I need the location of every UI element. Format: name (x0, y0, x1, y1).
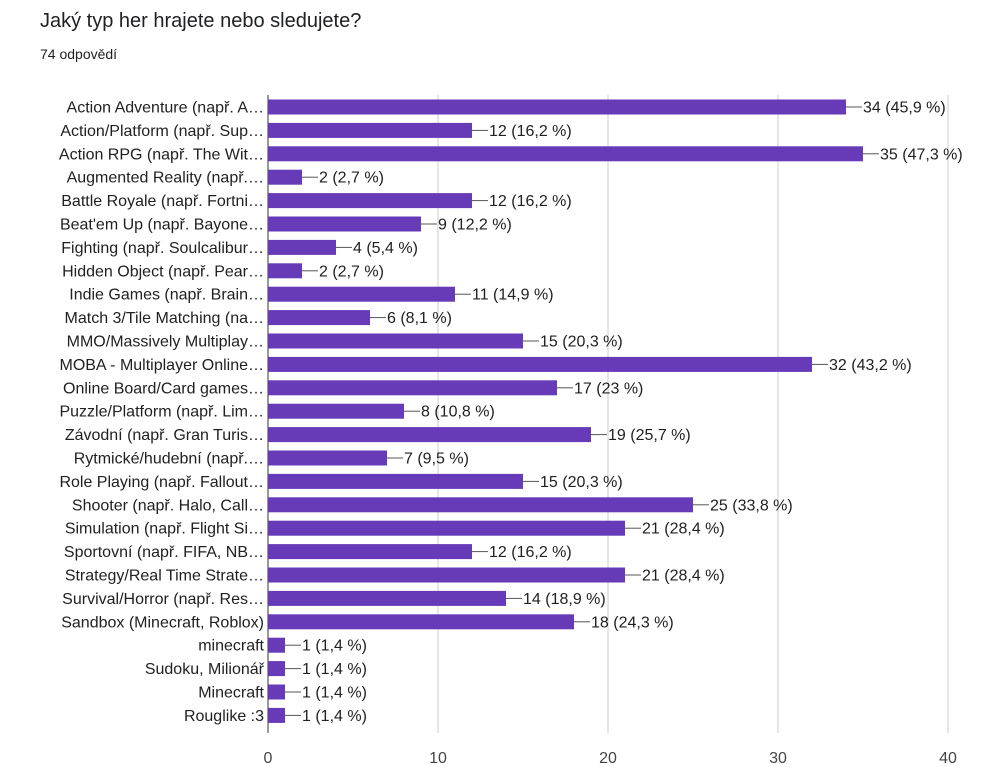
data-label: 1 (1,4 %) (302, 638, 367, 655)
data-label: 12 (16,2 %) (489, 193, 572, 210)
data-label: 6 (8,1 %) (387, 310, 452, 327)
bar (268, 427, 591, 443)
data-label: 35 (47,3 %) (880, 146, 963, 163)
category-label: Simulation (např. Flight Si… (65, 521, 264, 538)
bar (268, 707, 285, 723)
data-label: 8 (10,8 %) (421, 404, 495, 421)
category-label: Match 3/Tile Matching (na… (65, 310, 264, 327)
bar (268, 356, 812, 372)
category-label: Sudoku, Milionář (145, 661, 265, 678)
data-label: 11 (14,9 %) (472, 287, 554, 304)
category-label: Role Playing (např. Fallout… (59, 474, 264, 491)
category-label: Puzzle/Platform (např. Lim… (59, 404, 264, 421)
data-label: 15 (20,3 %) (540, 334, 623, 351)
data-label: 1 (1,4 %) (302, 685, 367, 702)
category-label: Minecraft (198, 685, 264, 702)
data-label: 12 (16,2 %) (489, 123, 572, 140)
bar (268, 193, 472, 209)
bar (268, 333, 523, 349)
category-label: Závodní (např. Gran Turis… (65, 427, 264, 444)
bar (268, 684, 285, 700)
data-label: 19 (25,7 %) (608, 427, 691, 444)
data-label: 9 (12,2 %) (438, 217, 512, 234)
bar (268, 403, 404, 419)
x-tick-label: 30 (769, 750, 787, 767)
data-label: 15 (20,3 %) (540, 474, 623, 491)
bar (268, 450, 387, 466)
category-label: Online Board/Card games… (63, 380, 264, 397)
bar (268, 239, 336, 255)
bar (268, 286, 455, 302)
chart-title: Jaký typ her hrajete nebo sledujete? (40, 10, 362, 32)
category-label: MMO/Massively Multiplay… (67, 334, 264, 351)
bar (268, 146, 863, 162)
data-label: 18 (24,3 %) (591, 614, 674, 631)
data-label: 21 (28,4 %) (642, 521, 725, 538)
category-label: Sandbox (Minecraft, Roblox) (61, 614, 264, 631)
bar (268, 614, 574, 630)
category-label: Augmented Reality (např.… (67, 170, 264, 187)
category-label: Shooter (např. Halo, Call… (72, 497, 264, 514)
category-label: Action Adventure (např. A… (67, 100, 264, 117)
category-label: Hidden Object (např. Pear… (62, 263, 264, 280)
data-label: 1 (1,4 %) (302, 661, 367, 678)
category-label: Rouglike :3 (184, 708, 264, 725)
x-tick-label: 10 (429, 750, 447, 767)
bar (268, 473, 523, 489)
bar (268, 122, 472, 138)
bar (268, 216, 421, 232)
bar (268, 99, 846, 115)
response-count: 74 odpovědí (40, 46, 118, 62)
category-label: Battle Royale (např. Fortni… (61, 193, 264, 210)
data-label: 32 (43,2 %) (829, 357, 912, 374)
bar (268, 169, 302, 185)
bar (268, 497, 693, 513)
category-label: Rytmické/hudební (např.… (74, 451, 264, 468)
category-label: Fighting (např. Soulcalibur… (61, 240, 264, 257)
category-label: Sportovní (např. FIFA, NB… (64, 544, 264, 561)
category-label: Strategy/Real Time Strate… (65, 568, 264, 585)
bar (268, 263, 302, 279)
x-tick-label: 40 (939, 750, 957, 767)
data-label: 7 (9,5 %) (404, 451, 469, 468)
category-label: minecraft (198, 638, 264, 655)
data-label: 2 (2,7 %) (319, 263, 384, 280)
x-tick-label: 0 (264, 750, 273, 767)
bar (268, 567, 625, 583)
data-label: 21 (28,4 %) (642, 568, 725, 585)
bar (268, 544, 472, 560)
category-label: Action/Platform (např. Sup… (60, 123, 264, 140)
data-label: 14 (18,9 %) (523, 591, 606, 608)
category-label: Beat'em Up (např. Bayone… (60, 217, 264, 234)
bar (268, 520, 625, 536)
data-label: 25 (33,8 %) (710, 497, 793, 514)
bar (268, 590, 506, 606)
bar (268, 380, 557, 396)
category-label: MOBA - Multiplayer Online… (59, 357, 264, 374)
data-label: 17 (23 %) (574, 380, 643, 397)
category-label: Action RPG (např. The Wit… (59, 146, 264, 163)
bar (268, 661, 285, 677)
data-label: 4 (5,4 %) (353, 240, 418, 257)
category-label: Indie Games (např. Brain… (69, 287, 264, 304)
data-label: 34 (45,9 %) (863, 100, 946, 117)
data-label: 1 (1,4 %) (302, 708, 367, 725)
bar (268, 637, 285, 653)
bar (268, 310, 370, 326)
category-label: Survival/Horror (např. Res… (62, 591, 264, 608)
data-label: 12 (16,2 %) (489, 544, 572, 561)
data-label: 2 (2,7 %) (319, 170, 384, 187)
x-tick-label: 20 (599, 750, 617, 767)
